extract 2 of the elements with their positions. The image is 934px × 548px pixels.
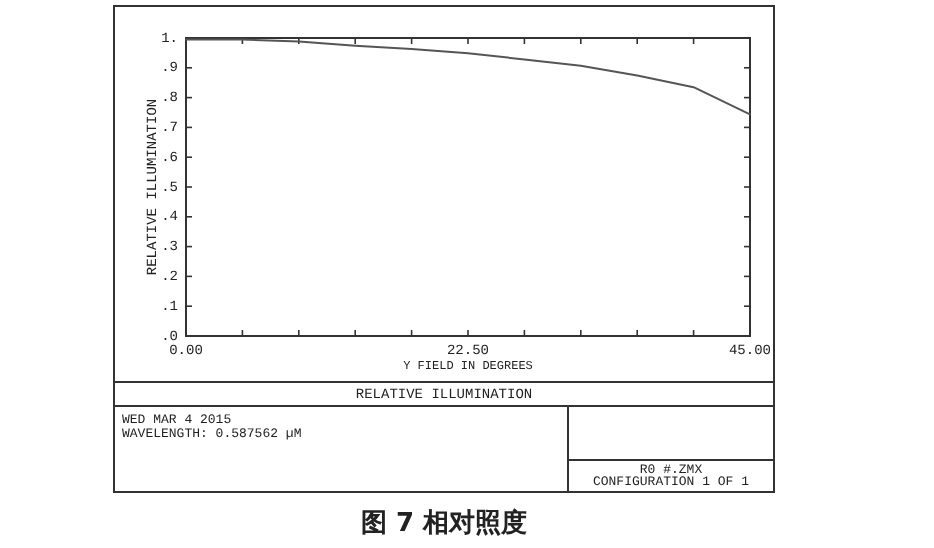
line-series — [185, 38, 751, 116]
caption: 图 7 相对照度 — [360, 507, 528, 540]
